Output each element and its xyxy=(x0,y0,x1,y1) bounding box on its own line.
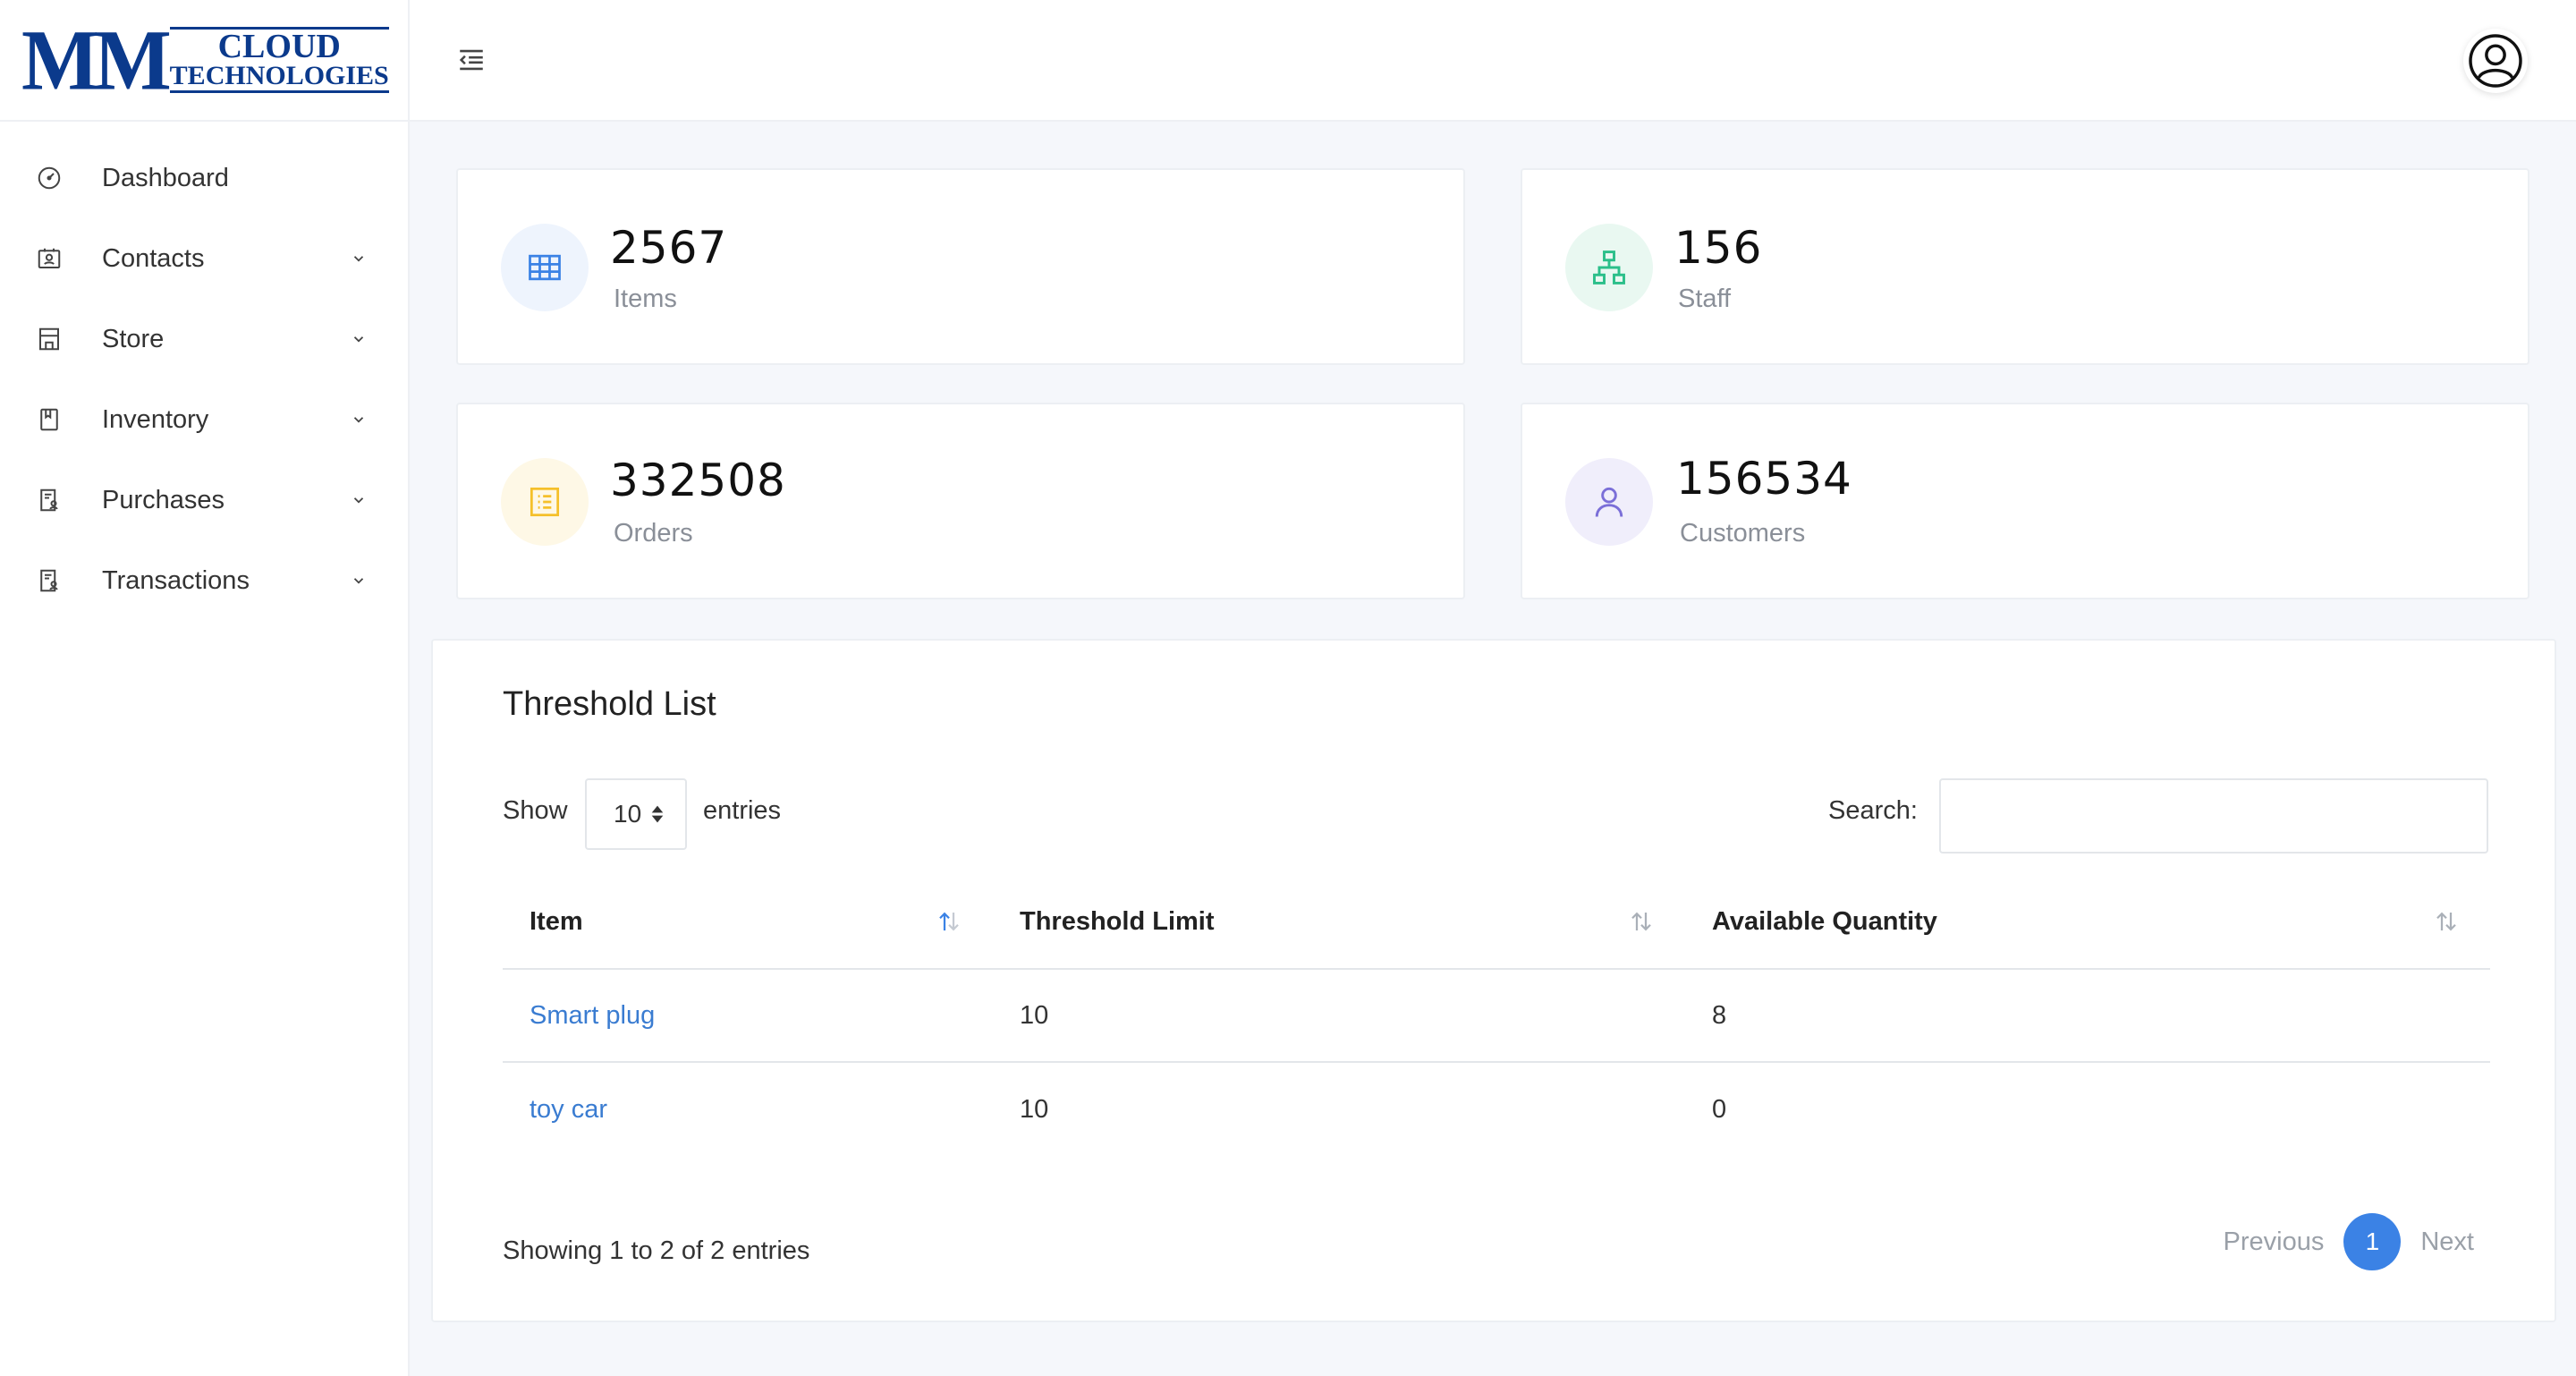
menu-collapse-icon[interactable] xyxy=(456,45,487,75)
entries-per-page-select[interactable]: 10 xyxy=(585,778,687,850)
sidebar-item-label: Purchases xyxy=(102,485,225,514)
stat-card-customers: 156534 Customers xyxy=(1521,403,2529,599)
chevron-down-icon xyxy=(349,571,369,590)
logo-area: MM CLOUD TECHNOLOGIES xyxy=(0,0,408,122)
available-quantity-cell: 0 xyxy=(1712,1094,1727,1124)
book-icon xyxy=(34,404,64,435)
sidebar-item-store[interactable]: Store xyxy=(0,299,408,379)
logo-line-2: TECHNOLOGIES xyxy=(169,62,389,93)
chevron-down-icon xyxy=(349,490,369,510)
grid-table-icon xyxy=(501,224,589,311)
table-row: toy car 10 0 xyxy=(503,1063,2490,1156)
column-header-item[interactable]: Item xyxy=(503,907,993,937)
user-icon xyxy=(1565,458,1653,546)
sidebar-item-label: Contacts xyxy=(102,243,205,273)
org-chart-icon xyxy=(1565,224,1653,311)
sidebar-item-purchases[interactable]: Purchases xyxy=(0,460,408,540)
stat-label: Staff xyxy=(1678,285,1732,313)
chevron-down-icon xyxy=(349,329,369,349)
pagination: Previous 1 Next xyxy=(2224,1213,2474,1270)
sidebar-item-label: Inventory xyxy=(102,404,209,434)
stat-label: Customers xyxy=(1680,519,1806,548)
sidebar-item-label: Transactions xyxy=(102,565,250,595)
table-row: Smart plug 10 8 xyxy=(503,970,2490,1063)
sidebar-item-dashboard[interactable]: Dashboard xyxy=(0,138,408,218)
chevron-down-icon xyxy=(349,249,369,268)
stat-label: Orders xyxy=(614,519,693,548)
select-caret-icon xyxy=(650,804,665,824)
chevron-down-icon xyxy=(349,410,369,429)
top-bar xyxy=(410,0,2576,122)
threshold-limit-cell: 10 xyxy=(1020,1000,1049,1030)
threshold-limit-cell: 10 xyxy=(1020,1094,1049,1124)
column-header-available-quantity[interactable]: Available Quantity xyxy=(1685,907,2490,937)
logo-mark: MM xyxy=(21,12,172,108)
threshold-table: Item Threshold Limit Available Quantity … xyxy=(503,875,2490,1156)
show-label: Show xyxy=(503,796,568,825)
stat-value: 156534 xyxy=(1676,453,1852,505)
entries-label: entries xyxy=(703,796,782,825)
previous-page-button[interactable]: Previous xyxy=(2223,1227,2325,1256)
sidebar-item-label: Store xyxy=(102,324,165,353)
item-link[interactable]: Smart plug xyxy=(530,1000,656,1030)
sidebar-item-transactions[interactable]: Transactions xyxy=(0,540,408,621)
stat-value: 156 xyxy=(1674,222,1763,274)
table-header: Item Threshold Limit Available Quantity xyxy=(503,875,2490,970)
stat-card-orders: 332508 Orders xyxy=(456,403,1465,599)
entries-select-value: 10 xyxy=(614,800,642,828)
table-info: Showing 1 to 2 of 2 entries xyxy=(503,1236,810,1265)
search-label: Search: xyxy=(1828,796,1918,825)
stat-value: 332508 xyxy=(610,454,786,506)
logo-line-1: CLOUD xyxy=(217,28,341,65)
company-logo[interactable]: MM CLOUD TECHNOLOGIES xyxy=(21,12,389,108)
next-page-button[interactable]: Next xyxy=(2420,1227,2474,1256)
receipt-user-icon xyxy=(34,565,64,596)
column-header-threshold-limit[interactable]: Threshold Limit xyxy=(993,907,1685,937)
search-input[interactable] xyxy=(1939,778,2488,854)
sidebar-item-contacts[interactable]: Contacts xyxy=(0,218,408,299)
sidebar-nav: Dashboard Contacts Store Inventory xyxy=(0,122,408,621)
panel-title: Threshold List xyxy=(503,685,716,723)
sort-icon xyxy=(1628,910,1655,933)
threshold-list-panel: Threshold List Show 10 entries Search: I… xyxy=(431,639,2556,1322)
stat-card-items: 2567 Items xyxy=(456,168,1465,365)
page-1-button[interactable]: 1 xyxy=(2343,1213,2402,1270)
list-icon xyxy=(501,458,589,546)
item-link[interactable]: toy car xyxy=(530,1094,608,1124)
sidebar-item-inventory[interactable]: Inventory xyxy=(0,379,408,460)
sort-icon xyxy=(2433,910,2460,933)
gauge-icon xyxy=(34,163,64,193)
stat-label: Items xyxy=(614,285,677,313)
store-icon xyxy=(34,324,64,354)
user-avatar[interactable] xyxy=(2463,29,2528,93)
sidebar: MM CLOUD TECHNOLOGIES Dashboard Contacts xyxy=(0,0,410,1376)
sort-asc-icon xyxy=(936,910,962,933)
contact-card-icon xyxy=(34,243,64,274)
stat-card-staff: 156 Staff xyxy=(1521,168,2529,365)
receipt-user-icon xyxy=(34,485,64,515)
sidebar-item-label: Dashboard xyxy=(102,163,229,192)
stat-value: 2567 xyxy=(610,222,728,274)
available-quantity-cell: 8 xyxy=(1712,1000,1727,1030)
